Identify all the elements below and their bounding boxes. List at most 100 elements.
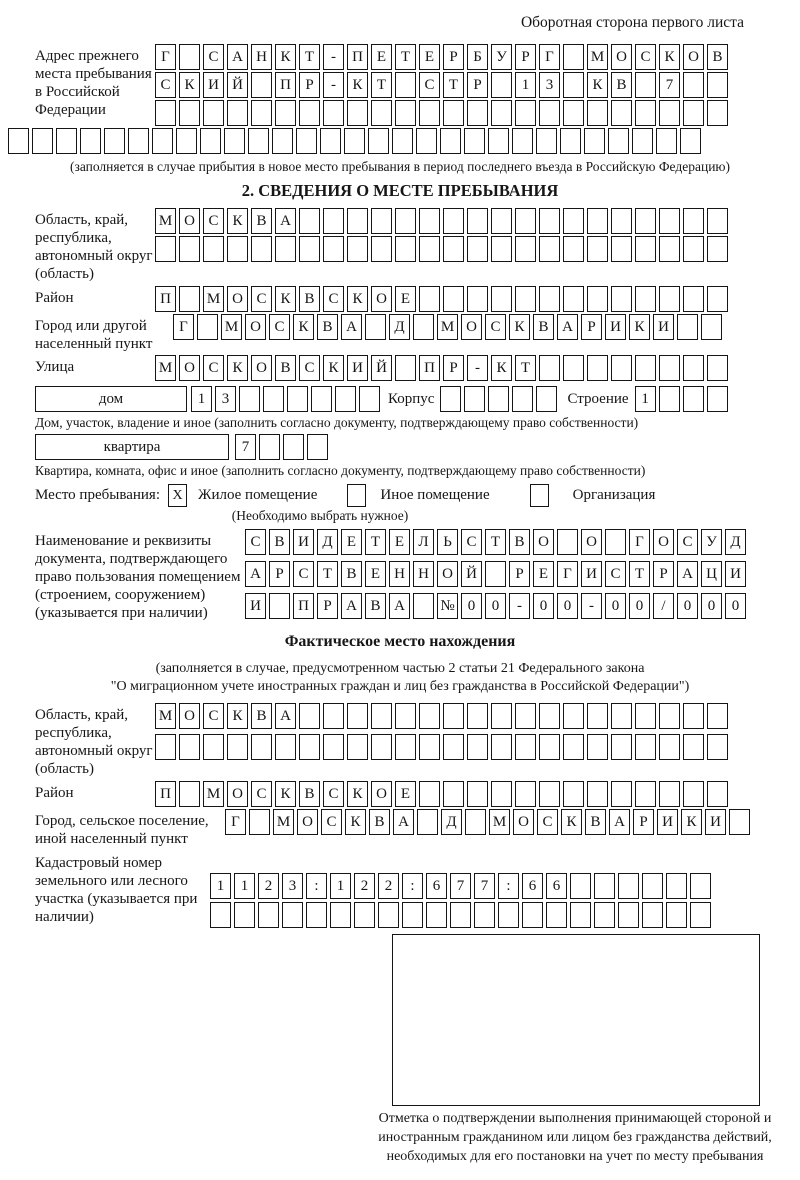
char-cell[interactable]: Р (443, 44, 464, 70)
char-cell[interactable]: Ц (701, 561, 722, 587)
char-cell[interactable]: О (179, 208, 200, 234)
char-cell[interactable] (659, 703, 680, 729)
char-cell[interactable] (419, 734, 440, 760)
char-cell[interactable]: В (707, 44, 728, 70)
char-cell[interactable] (563, 100, 584, 126)
char-cell[interactable] (491, 72, 512, 98)
char-cell[interactable] (155, 734, 176, 760)
char-cell[interactable] (618, 873, 639, 899)
char-cell[interactable]: И (581, 561, 602, 587)
char-cell[interactable] (707, 355, 728, 381)
char-cell[interactable]: О (683, 44, 704, 70)
char-cell[interactable]: В (509, 529, 530, 555)
char-cell[interactable] (635, 355, 656, 381)
char-cell[interactable]: 6 (426, 873, 447, 899)
char-cell[interactable]: К (179, 72, 200, 98)
char-cell[interactable] (443, 208, 464, 234)
char-cell[interactable]: Е (341, 529, 362, 555)
char-cell[interactable] (485, 561, 506, 587)
char-cell[interactable] (560, 128, 581, 154)
char-cell[interactable] (306, 902, 327, 928)
char-cell[interactable]: В (365, 593, 386, 619)
char-cell[interactable] (443, 286, 464, 312)
char-cell[interactable] (491, 734, 512, 760)
char-cell[interactable] (249, 809, 270, 835)
char-cell[interactable] (683, 781, 704, 807)
char-cell[interactable] (378, 902, 399, 928)
char-cell[interactable] (594, 873, 615, 899)
char-cell[interactable]: 1 (330, 873, 351, 899)
char-cell[interactable]: А (393, 809, 414, 835)
char-cell[interactable] (282, 902, 303, 928)
char-cell[interactable] (395, 208, 416, 234)
char-cell[interactable] (395, 355, 416, 381)
char-cell[interactable] (611, 703, 632, 729)
char-cell[interactable] (299, 208, 320, 234)
char-cell[interactable]: К (275, 286, 296, 312)
char-cell[interactable]: С (203, 355, 224, 381)
char-cell[interactable]: - (467, 355, 488, 381)
char-cell[interactable] (635, 208, 656, 234)
char-cell[interactable]: И (203, 72, 224, 98)
char-cell[interactable] (347, 208, 368, 234)
char-cell[interactable]: 0 (629, 593, 650, 619)
char-cell[interactable]: А (275, 208, 296, 234)
char-cell[interactable] (536, 386, 558, 412)
char-cell[interactable]: 0 (485, 593, 506, 619)
char-cell[interactable] (587, 208, 608, 234)
char-cell[interactable]: И (605, 314, 626, 340)
char-cell[interactable]: 3 (539, 72, 560, 98)
char-cell[interactable] (307, 434, 328, 460)
char-cell[interactable]: 1 (634, 386, 656, 412)
char-cell[interactable]: Й (371, 355, 392, 381)
char-cell[interactable]: С (203, 208, 224, 234)
char-cell[interactable]: А (341, 593, 362, 619)
char-cell[interactable] (563, 208, 584, 234)
char-cell[interactable] (539, 703, 560, 729)
char-cell[interactable] (413, 314, 434, 340)
char-cell[interactable]: К (347, 72, 368, 98)
char-cell[interactable]: Г (557, 561, 578, 587)
char-cell[interactable] (611, 734, 632, 760)
char-cell[interactable] (515, 703, 536, 729)
char-cell[interactable]: К (227, 208, 248, 234)
char-cell[interactable]: К (659, 44, 680, 70)
char-cell[interactable]: К (347, 781, 368, 807)
char-cell[interactable]: О (513, 809, 534, 835)
char-cell[interactable]: О (581, 529, 602, 555)
char-cell[interactable] (371, 100, 392, 126)
char-cell[interactable] (227, 734, 248, 760)
char-cell[interactable] (104, 128, 125, 154)
char-cell[interactable] (659, 236, 680, 262)
char-cell[interactable]: С (155, 72, 176, 98)
char-cell[interactable]: П (347, 44, 368, 70)
char-cell[interactable] (392, 128, 413, 154)
char-cell[interactable]: К (227, 355, 248, 381)
char-cell[interactable]: К (293, 314, 314, 340)
char-cell[interactable] (512, 386, 534, 412)
char-cell[interactable] (539, 208, 560, 234)
char-cell[interactable] (234, 902, 255, 928)
char-cell[interactable] (227, 100, 248, 126)
char-cell[interactable]: Д (725, 529, 746, 555)
char-cell[interactable] (563, 703, 584, 729)
char-cell[interactable]: О (461, 314, 482, 340)
char-cell[interactable]: Г (173, 314, 194, 340)
char-cell[interactable] (491, 286, 512, 312)
char-cell[interactable]: У (491, 44, 512, 70)
char-cell[interactable] (683, 72, 704, 98)
char-cell[interactable] (296, 128, 317, 154)
char-cell[interactable]: Т (629, 561, 650, 587)
char-cell[interactable]: П (419, 355, 440, 381)
char-cell[interactable] (330, 902, 351, 928)
char-cell[interactable]: Н (389, 561, 410, 587)
char-cell[interactable]: К (561, 809, 582, 835)
char-cell[interactable] (443, 703, 464, 729)
char-cell[interactable] (656, 128, 677, 154)
char-cell[interactable] (395, 100, 416, 126)
char-cell[interactable] (371, 208, 392, 234)
char-cell[interactable] (635, 100, 656, 126)
char-cell[interactable]: Р (633, 809, 654, 835)
char-cell[interactable] (176, 128, 197, 154)
char-cell[interactable] (683, 734, 704, 760)
